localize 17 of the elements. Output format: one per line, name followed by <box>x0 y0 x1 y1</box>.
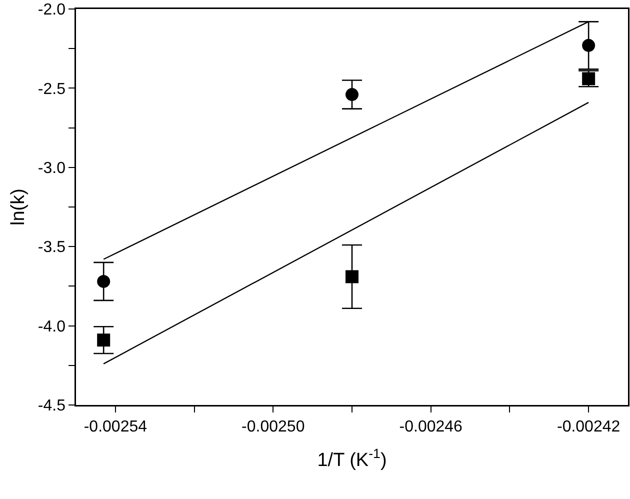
point <box>346 88 358 102</box>
point <box>582 38 596 52</box>
y-tick-label: -2.5 <box>38 80 66 98</box>
x-tick-label: -0.00246 <box>399 418 463 436</box>
x-tick-label: -0.00250 <box>242 418 305 436</box>
y-tick-label: -3.5 <box>38 239 66 256</box>
point <box>97 274 110 288</box>
point <box>97 334 110 347</box>
y-tick-label: -4.5 <box>38 398 66 415</box>
x-tick-label: -0.00254 <box>84 418 148 436</box>
y-tick-label: -3.0 <box>38 160 66 177</box>
x-axis-title: 1/T (K$^{-1}$) <box>317 446 387 472</box>
y-axis-title: ln(k) <box>8 188 29 226</box>
point <box>346 270 358 284</box>
y-tick-label: -2.0 <box>38 2 66 19</box>
y-tick-label: -4.0 <box>38 318 66 336</box>
x-tick-label: -0.00242 <box>556 418 620 436</box>
